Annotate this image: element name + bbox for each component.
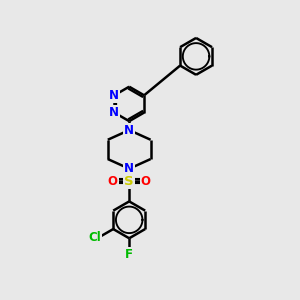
Text: O: O (140, 175, 151, 188)
Text: N: N (109, 106, 119, 119)
Text: N: N (124, 162, 134, 175)
Text: N: N (124, 124, 134, 136)
Text: F: F (125, 248, 133, 260)
Text: Cl: Cl (88, 231, 101, 244)
Text: S: S (124, 175, 134, 188)
Text: O: O (108, 175, 118, 188)
Text: N: N (109, 89, 119, 102)
